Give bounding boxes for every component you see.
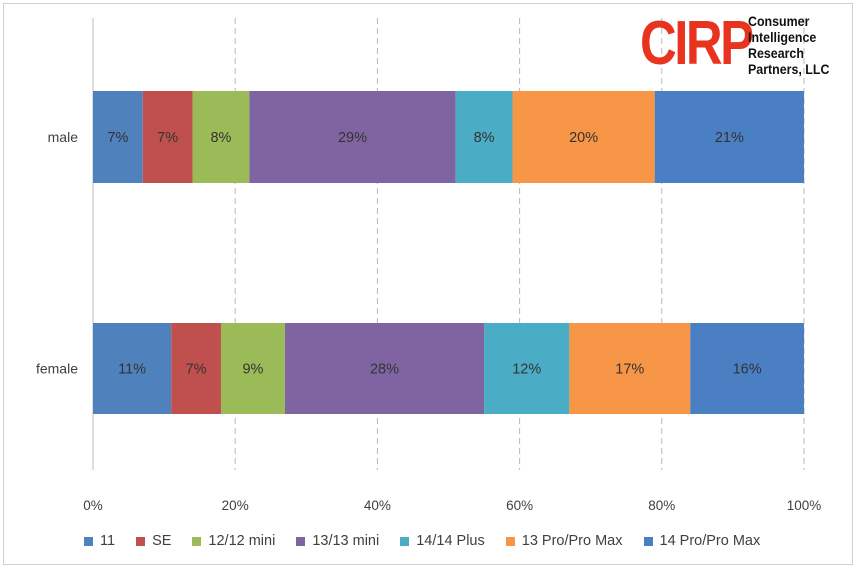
logo-mark: CIRP <box>640 9 754 78</box>
legend-item: 14 Pro/Pro Max <box>643 533 761 549</box>
data-label: 12% <box>512 362 541 378</box>
bar-segment <box>220 323 285 414</box>
category-label: female <box>36 361 78 377</box>
legend-label: 14/14 Plus <box>416 533 485 549</box>
legend-swatch <box>643 536 653 546</box>
legend-item: 13 Pro/Pro Max <box>505 533 623 549</box>
legend-item: 12/12 mini <box>192 533 275 549</box>
data-label: 7% <box>157 130 178 146</box>
legend-label: 13 Pro/Pro Max <box>521 533 623 549</box>
legend-swatch <box>136 536 146 546</box>
legend-item: 11 <box>84 533 115 549</box>
bar-segment <box>484 323 570 414</box>
legend-item: 13/13 mini <box>296 533 379 549</box>
legend-item: 14/14 Plus <box>400 533 485 549</box>
legend-swatch <box>505 536 515 546</box>
data-label: 7% <box>107 130 128 146</box>
logo-line: Partners, LLC <box>748 62 830 77</box>
x-tick-label: 40% <box>364 498 391 513</box>
legend-label: 13/13 mini <box>312 533 380 549</box>
data-label: 28% <box>370 362 399 378</box>
legend-label: 12/12 mini <box>208 533 276 549</box>
x-tick-label: 20% <box>222 498 249 513</box>
x-tick-label: 60% <box>506 498 533 513</box>
chart-legend: 11 SE 12/12 mini 13/13 mini 14/14 Plus 13 Pro… <box>84 530 781 552</box>
x-tick-label: 0% <box>83 498 103 513</box>
legend-item: SE <box>136 533 171 549</box>
data-label: 11% <box>118 362 146 378</box>
data-label: 29% <box>338 130 367 146</box>
data-label: 8% <box>474 130 495 146</box>
bar-segment <box>142 91 193 183</box>
logo-line: Intelligence <box>748 30 817 45</box>
bar-segment <box>171 323 221 414</box>
cirp-logo: CIRP Consumer Intelligence Research Part… <box>640 12 840 82</box>
x-tick-label: 100% <box>787 498 822 513</box>
x-tick-label: 80% <box>648 498 675 513</box>
legend-swatch <box>400 536 410 546</box>
legend-swatch <box>192 536 202 546</box>
data-label: 20% <box>569 130 598 146</box>
data-label: 17% <box>615 362 644 378</box>
legend-label: 11 <box>100 533 116 549</box>
data-label: 9% <box>242 362 263 378</box>
bar-segment <box>654 91 804 183</box>
data-label: 7% <box>186 362 207 378</box>
bar-segment <box>690 323 804 414</box>
bar-segment <box>192 91 250 183</box>
bar-segment <box>284 323 485 414</box>
bar-segment <box>93 91 143 183</box>
data-label: 16% <box>733 362 762 378</box>
data-label: 8% <box>210 130 231 146</box>
bar-segment <box>455 91 513 183</box>
bar-segment <box>249 91 456 183</box>
logo-line: Research <box>748 46 804 61</box>
data-label: 21% <box>715 130 744 146</box>
bar-segment <box>512 91 655 183</box>
category-label: male <box>48 129 79 145</box>
legend-label: 14 Pro/Pro Max <box>659 533 761 549</box>
logo-text: Consumer Intelligence Research Partners,… <box>748 14 829 78</box>
legend-swatch <box>296 536 306 546</box>
logo-line: Consumer <box>748 14 810 29</box>
legend-label: SE <box>152 533 172 549</box>
bar-segment <box>569 323 691 414</box>
bar-segment <box>93 323 172 414</box>
legend-swatch <box>84 536 93 546</box>
